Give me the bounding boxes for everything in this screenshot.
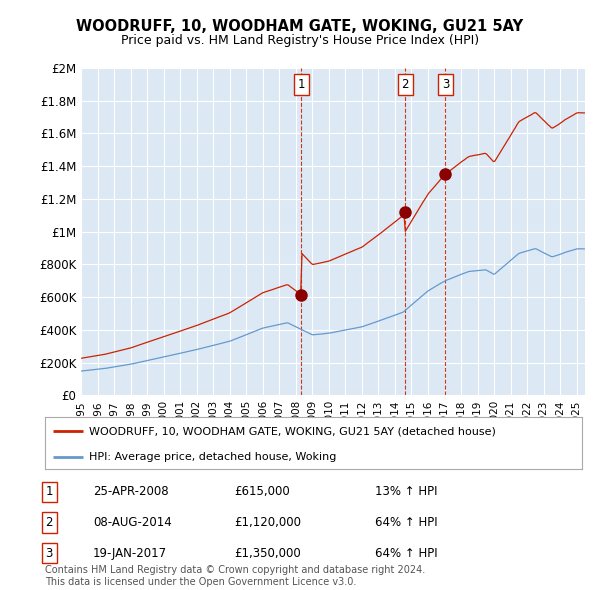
Text: £1,120,000: £1,120,000	[234, 516, 301, 529]
Text: 1: 1	[46, 486, 53, 499]
Text: 08-AUG-2014: 08-AUG-2014	[93, 516, 172, 529]
Text: 1: 1	[298, 78, 305, 91]
Text: £1,350,000: £1,350,000	[234, 547, 301, 560]
Text: 64% ↑ HPI: 64% ↑ HPI	[375, 547, 437, 560]
Text: Contains HM Land Registry data © Crown copyright and database right 2024.
This d: Contains HM Land Registry data © Crown c…	[45, 565, 425, 587]
Text: 13% ↑ HPI: 13% ↑ HPI	[375, 486, 437, 499]
Text: £615,000: £615,000	[234, 486, 290, 499]
Text: Price paid vs. HM Land Registry's House Price Index (HPI): Price paid vs. HM Land Registry's House …	[121, 34, 479, 47]
Text: WOODRUFF, 10, WOODHAM GATE, WOKING, GU21 5AY: WOODRUFF, 10, WOODHAM GATE, WOKING, GU21…	[76, 19, 524, 34]
Text: 64% ↑ HPI: 64% ↑ HPI	[375, 516, 437, 529]
Text: 25-APR-2008: 25-APR-2008	[93, 486, 169, 499]
Text: 2: 2	[401, 78, 409, 91]
Text: 3: 3	[46, 547, 53, 560]
Text: HPI: Average price, detached house, Woking: HPI: Average price, detached house, Woki…	[89, 452, 337, 462]
Text: 3: 3	[442, 78, 449, 91]
Text: WOODRUFF, 10, WOODHAM GATE, WOKING, GU21 5AY (detached house): WOODRUFF, 10, WOODHAM GATE, WOKING, GU21…	[89, 426, 496, 436]
Text: 2: 2	[46, 516, 53, 529]
Text: 19-JAN-2017: 19-JAN-2017	[93, 547, 167, 560]
